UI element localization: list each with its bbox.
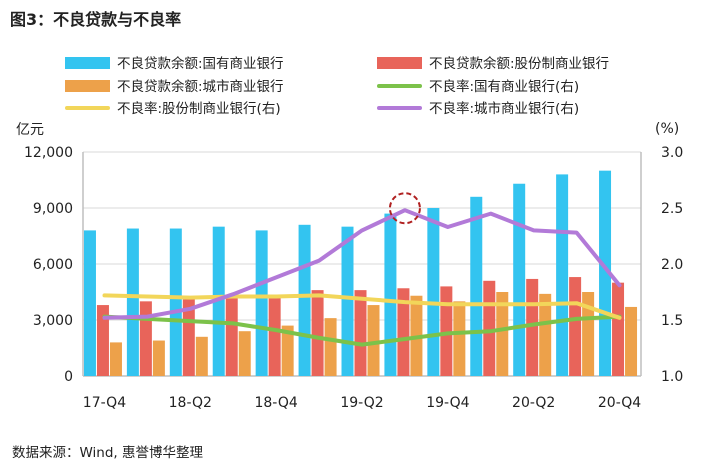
legend-swatch-joint-line	[65, 106, 110, 110]
legend-label-state-bar: 不良贷款余额:国有商业银行	[117, 56, 284, 72]
line-city-commercial-npl-ratio	[102, 208, 622, 320]
y-left-tick-label: 12,000	[24, 145, 73, 161]
bar-state-owned	[556, 174, 569, 376]
y-right-tick-label: 2.0	[661, 257, 683, 273]
bar-city-commercial	[582, 292, 595, 376]
legend-label-joint-line: 不良率:股份制商业银行(右)	[117, 101, 281, 117]
bar-state-owned	[169, 228, 182, 376]
highlight-circle	[388, 192, 421, 225]
bar-city-commercial	[324, 318, 337, 376]
bar-city-commercial	[195, 336, 208, 376]
legend-swatch-state-bar	[65, 57, 110, 69]
legend-swatch-joint-bar	[377, 57, 422, 69]
bar-joint-stock	[96, 305, 109, 376]
bar-joint-stock	[483, 280, 496, 376]
bar-state-owned	[427, 208, 440, 376]
bar-state-owned	[255, 230, 268, 376]
y-left-tick-label: 0	[64, 369, 73, 385]
y-right-tick-label: 2.5	[661, 201, 683, 217]
bar-city-commercial	[152, 340, 165, 376]
bar-city-commercial	[625, 306, 638, 376]
y-right-tick-label: 3.0	[661, 145, 683, 161]
legend: 不良贷款余额:国有商业银行 不良贷款余额:股份制商业银行 不良贷款余额:城市商业…	[0, 0, 710, 130]
y-left-tick-label: 6,000	[33, 257, 73, 273]
bar-joint-stock	[397, 288, 410, 376]
bar-city-commercial	[238, 331, 251, 376]
left-axis-unit: 亿元	[16, 122, 44, 138]
legend-label-city-line: 不良率:城市商业银行(右)	[429, 101, 580, 117]
x-tick-label: 20-Q4	[598, 395, 641, 411]
x-tick-label: 18-Q2	[169, 395, 212, 411]
legend-label-joint-bar: 不良贷款余额:股份制商业银行	[429, 56, 610, 72]
bar-state-owned	[513, 183, 526, 376]
bar-state-owned	[470, 196, 483, 376]
line-joint-stock-npl-ratio	[102, 293, 622, 320]
x-tick-label: 17-Q4	[83, 395, 126, 411]
bar-joint-stock	[440, 286, 453, 376]
bar-joint-stock	[612, 282, 625, 376]
bar-joint-stock	[354, 290, 367, 376]
x-tick-label: 20-Q2	[512, 395, 555, 411]
bar-city-commercial	[453, 301, 466, 376]
legend-label-state-line: 不良率:国有商业银行(右)	[429, 79, 580, 95]
y-left-tick-label: 9,000	[33, 201, 73, 217]
bar-joint-stock	[526, 278, 539, 376]
bar-state-owned	[599, 170, 612, 376]
bar-state-owned	[126, 228, 139, 376]
bar-joint-stock	[139, 301, 152, 376]
bar-joint-stock	[311, 290, 324, 376]
bar-city-commercial	[539, 293, 552, 376]
bar-state-owned	[298, 224, 311, 376]
chart-title: 图3：不良贷款与不良率	[10, 10, 182, 29]
x-tick-label: 19-Q4	[426, 395, 469, 411]
bar-joint-stock	[268, 295, 281, 376]
bar-joint-stock	[569, 277, 582, 376]
bar-state-owned	[83, 230, 96, 376]
bar-state-owned	[341, 226, 354, 376]
bar-joint-stock	[225, 295, 238, 376]
source-note: 数据来源：Wind, 惠誉博华整理	[12, 445, 204, 461]
x-tick-label: 19-Q2	[340, 395, 383, 411]
bar-state-owned	[384, 213, 397, 376]
right-axis-unit: (%)	[655, 121, 680, 137]
x-tick-label: 18-Q4	[254, 395, 297, 411]
legend-label-city-bar: 不良贷款余额:城市商业银行	[117, 79, 284, 95]
bar-city-commercial	[496, 292, 509, 376]
legend-swatch-city-line	[377, 106, 422, 110]
y-right-tick-label: 1.0	[661, 369, 683, 385]
bar-city-commercial	[109, 342, 122, 376]
bar-state-owned	[212, 226, 225, 376]
bar-joint-stock	[182, 299, 195, 376]
line-state-owned-npl-ratio	[102, 314, 622, 347]
legend-swatch-city-bar	[65, 80, 110, 92]
legend-swatch-state-line	[377, 84, 422, 88]
y-left-tick-label: 3,000	[33, 313, 73, 329]
y-right-tick-label: 1.5	[661, 313, 683, 329]
bar-city-commercial	[281, 325, 294, 376]
bar-city-commercial	[367, 305, 380, 376]
